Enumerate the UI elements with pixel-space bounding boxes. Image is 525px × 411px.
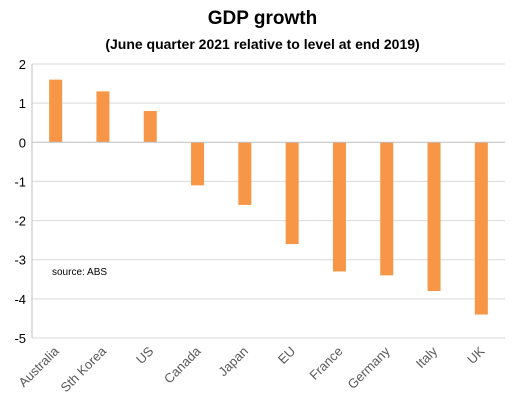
y-tick-label: -3 xyxy=(14,253,26,268)
x-tick-label: UK xyxy=(464,343,488,367)
bar-canada xyxy=(191,142,205,186)
y-tick-label: 1 xyxy=(19,96,26,111)
y-tick-labels: 2 1 0 -1 -2 -3 -4 -5 xyxy=(14,57,26,346)
x-tick-label: Australia xyxy=(15,343,62,390)
bar-sth-korea xyxy=(96,91,110,143)
x-tick-label: France xyxy=(306,344,345,383)
y-tick-label: -4 xyxy=(14,292,26,307)
axes xyxy=(31,64,505,338)
bar-france xyxy=(332,142,346,272)
chart-subtitle: (June quarter 2021 relative to level at … xyxy=(105,36,420,52)
bar-eu xyxy=(285,142,299,245)
bar-japan xyxy=(238,142,252,205)
x-tick-label: Canada xyxy=(161,343,204,386)
bar-italy xyxy=(427,142,441,292)
x-tick-label: Sth Korea xyxy=(58,343,110,395)
y-tick-label: -5 xyxy=(14,331,26,346)
bar-germany xyxy=(380,142,394,276)
x-tick-label: Germany xyxy=(344,343,393,392)
x-tick-label: EU xyxy=(275,344,298,367)
source-annotation: source: ABS xyxy=(52,267,107,278)
chart-title: GDP growth xyxy=(207,8,318,29)
y-tick-label: -1 xyxy=(14,174,26,189)
y-tick-label: 0 xyxy=(19,135,26,150)
x-tick-label: US xyxy=(133,343,157,367)
x-tick-label: Italy xyxy=(413,343,441,371)
y-tick-label: 2 xyxy=(19,57,26,72)
bar-australia xyxy=(49,79,63,143)
y-tick-label: -2 xyxy=(14,214,26,229)
bars xyxy=(49,79,488,315)
gridlines xyxy=(32,63,505,339)
x-tick-label: Japan xyxy=(215,344,251,380)
bar-uk xyxy=(474,142,488,315)
bar-us xyxy=(143,110,157,143)
